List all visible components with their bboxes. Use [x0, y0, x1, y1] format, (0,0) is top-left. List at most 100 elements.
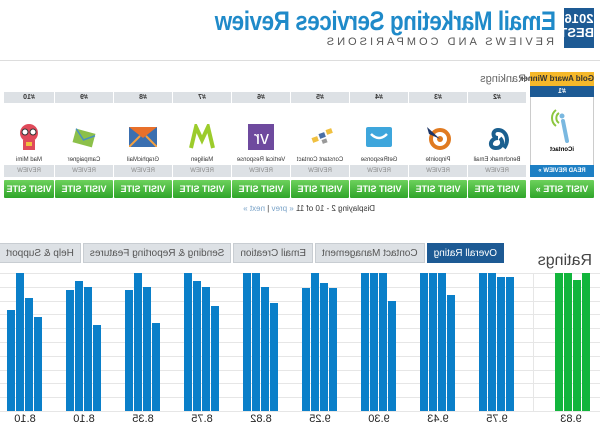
rating-bar [479, 273, 487, 411]
rank-number: #6 [232, 92, 290, 103]
rank-card[interactable]: #5 Constant Contact [291, 92, 349, 169]
header: 2016 BEST Email Marketing Services Revie… [0, 0, 600, 52]
rank-number: #5 [291, 92, 349, 103]
divider [0, 60, 600, 61]
mad-mimi-logo[interactable] [4, 117, 54, 157]
tab-contact-management[interactable]: Contact Management [315, 243, 425, 263]
rank-card[interactable]: #6 vr Vertical Response [232, 92, 290, 169]
visit-site-button-3[interactable]: VISIT SITE [409, 180, 467, 198]
tab-email-creation[interactable]: Email Creation [233, 243, 314, 263]
rating-bar [506, 277, 514, 411]
rating-bar [7, 310, 15, 411]
gold-award-label: Gold Award Winner [520, 72, 594, 86]
read-review-button[interactable]: READ REVIEW » [530, 165, 594, 177]
vertical-response-logo[interactable]: vr [232, 117, 290, 157]
rank-number: #9 [55, 92, 113, 103]
overall-score: 9.83 [560, 413, 582, 425]
campaigner-logo[interactable] [55, 117, 113, 157]
rank-1-name: iContact [550, 147, 574, 153]
review-button-7[interactable]: REVIEW [173, 165, 231, 177]
best-2016-badge: 2016 BEST [559, 8, 594, 48]
rating-bar [243, 273, 251, 411]
rank-card[interactable]: #10 Mad Mimi [4, 92, 54, 169]
rank-card[interactable]: #4 GetResponse [350, 92, 408, 169]
prev-link[interactable]: « prev [271, 204, 294, 213]
rank-card[interactable]: #8 GraphicMail [114, 92, 172, 169]
gridline [0, 411, 600, 412]
ratings-label: Ratings [537, 252, 592, 269]
svg-text:vr: vr [254, 128, 269, 148]
rank-card[interactable]: #3 Pinpointe [409, 92, 467, 169]
pagination-status: Displaying 2 - 10 of 11 [295, 204, 375, 213]
rating-bar [84, 286, 92, 411]
constant-contact-logo[interactable] [291, 117, 349, 157]
visit-site-button-4[interactable]: VISIT SITE [350, 180, 408, 198]
visit-site-button-9[interactable]: VISIT SITE [55, 180, 113, 198]
overall-score: 9.75 [486, 413, 508, 425]
review-button-3[interactable]: REVIEW [409, 165, 467, 177]
review-button-6[interactable]: REVIEW [232, 165, 290, 177]
rank-card[interactable]: #7 Mailigen [173, 92, 231, 169]
rank-number: #3 [409, 92, 467, 103]
rating-bar [447, 295, 455, 411]
review-button-4[interactable]: REVIEW [350, 165, 408, 177]
group-separator [533, 273, 534, 411]
rating-bar [152, 322, 160, 411]
next-link[interactable]: next » [243, 204, 265, 213]
rating-bar [125, 289, 133, 411]
rating-bar [573, 279, 581, 411]
rating-bar [564, 273, 572, 411]
overall-score: 8.10 [73, 413, 95, 425]
graphicmail-logo[interactable] [114, 117, 172, 157]
rating-bar [252, 273, 260, 411]
overall-score: 8.10 [14, 413, 36, 425]
rating-bar [16, 273, 24, 411]
tab-sending-reporting[interactable]: Sending & Reporting Features [82, 243, 232, 263]
visit-site-button-1[interactable]: VISIT SITE » [530, 180, 594, 198]
rating-bar [438, 273, 446, 411]
visit-site-button-6[interactable]: VISIT SITE [232, 180, 290, 198]
rating-bar [311, 273, 319, 411]
tab-help-support[interactable]: Help & Support [0, 243, 81, 263]
rating-bar [66, 289, 74, 411]
visit-site-button-7[interactable]: VISIT SITE [173, 180, 231, 198]
pagination: Displaying 2 - 10 of 11 « prev | next » [243, 204, 375, 213]
badge-text: BEST [559, 25, 594, 40]
review-button-8[interactable]: REVIEW [114, 165, 172, 177]
rating-bar [379, 273, 387, 411]
visit-site-button-5[interactable]: VISIT SITE [291, 180, 349, 198]
review-button-2[interactable]: REVIEW [468, 165, 526, 177]
review-button-9[interactable]: REVIEW [55, 165, 113, 177]
tab-overall-rating[interactable]: Overall Rating [426, 243, 504, 263]
rank-1-card[interactable]: iContact [530, 97, 594, 166]
rating-bar [361, 273, 369, 411]
overall-score: 9.30 [368, 413, 390, 425]
rank-card[interactable]: #2 Benchmark Email [468, 92, 526, 169]
rating-bar [420, 273, 428, 411]
rating-bar [555, 273, 563, 411]
rank-card[interactable]: #9 Campaigner [55, 92, 113, 169]
rating-bar [429, 273, 437, 411]
rating-bar [143, 286, 151, 411]
pinpointe-logo[interactable] [409, 117, 467, 157]
getresponse-logo[interactable] [350, 117, 408, 157]
visit-site-button-8[interactable]: VISIT SITE [114, 180, 172, 198]
rating-bar [211, 306, 219, 411]
icontact-logo[interactable] [531, 103, 593, 147]
rating-bar [488, 273, 496, 411]
rank-number: #4 [350, 92, 408, 103]
review-button-5[interactable]: REVIEW [291, 165, 349, 177]
gridline [0, 273, 600, 274]
rating-bar [34, 317, 42, 411]
rating-bar [134, 273, 142, 411]
benchmark-logo[interactable] [468, 117, 526, 157]
rating-bar [582, 273, 590, 411]
mailigen-logo[interactable] [173, 117, 231, 157]
visit-site-button-2[interactable]: VISIT SITE [468, 180, 526, 198]
review-button-10[interactable]: REVIEW [4, 165, 54, 177]
visit-site-button-10[interactable]: VISIT SITE [4, 180, 54, 198]
site-title[interactable]: Email Marketing Services Review [215, 6, 556, 36]
rank-1-label: #1 [530, 86, 594, 97]
rating-bar [25, 297, 33, 411]
